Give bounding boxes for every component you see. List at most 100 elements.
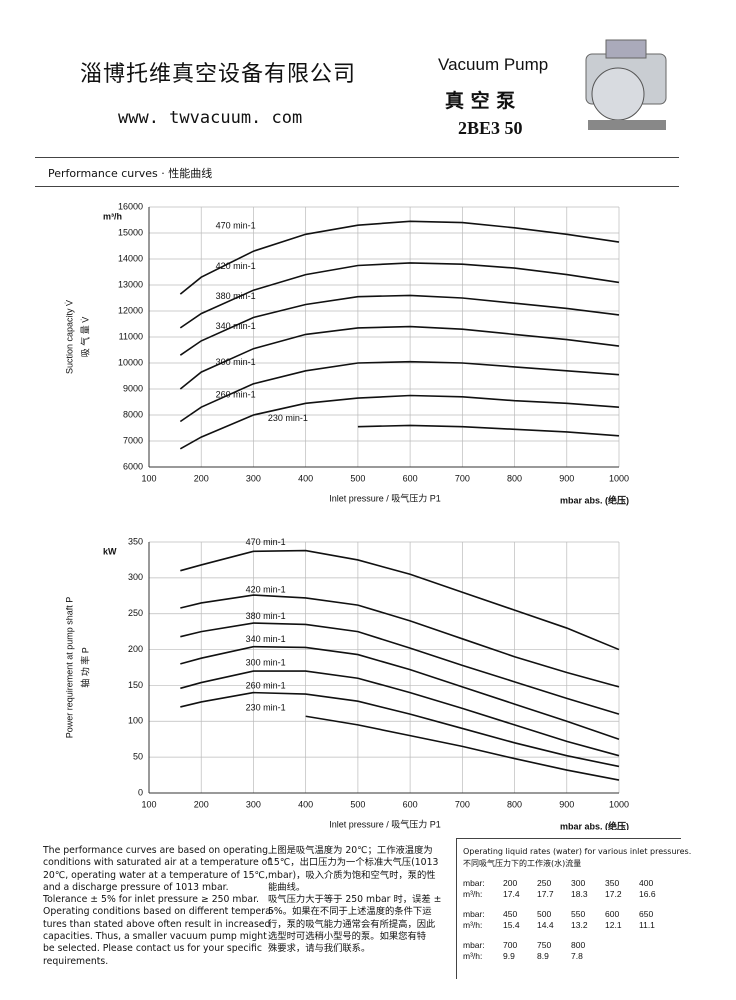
x-tick-label: 200 — [194, 799, 209, 809]
series-line — [180, 691, 620, 768]
line-label: 230 min-1 — [268, 413, 308, 423]
note-line: Tolerance ± 5% for inlet pressure ≥ 250 … — [43, 894, 259, 906]
line-label: 260 min-1 — [246, 680, 286, 690]
note-line: 选型时可选稍小型号的泵。如果您有特 — [268, 931, 427, 943]
website: www. twvacuum. com — [118, 108, 303, 128]
section-bar — [35, 157, 679, 187]
product-en: Vacuum Pump — [438, 55, 549, 74]
x-label: Inlet pressure / 吸气压力 P1 — [329, 818, 441, 829]
y-tick-label: 7000 — [123, 435, 143, 445]
table-cell: 500 — [537, 909, 552, 919]
y-label: Power requirement at pump shaft P — [64, 597, 74, 739]
x-tick-label: 100 — [141, 799, 156, 809]
y-tick-label: 12000 — [118, 305, 143, 315]
table-cell: m³/h: — [463, 889, 483, 899]
table-cell: 15.4 — [503, 920, 520, 930]
table-cell: mbar: — [463, 940, 485, 950]
x-tick-label: 800 — [507, 473, 522, 483]
y-tick-label: 0 — [138, 787, 143, 797]
y-tick-label: 350 — [128, 536, 143, 546]
x-tick-label: 200 — [194, 473, 209, 483]
x-tick-label: 1000 — [609, 799, 629, 809]
y-tick-label: 100 — [128, 716, 143, 726]
company: 淄博托维真空设备有限公司 — [80, 62, 357, 87]
series-line — [357, 424, 620, 437]
table-cell: 17.7 — [537, 889, 554, 899]
table-cell: 600 — [605, 909, 620, 919]
series-line — [305, 715, 620, 781]
notes-cn: 上图是吸气温度为 20℃；工作液温度为 15℃，出口压力为一个标准大气压(1013… — [268, 845, 441, 956]
table-cell: mbar: — [463, 909, 485, 919]
pump-image — [585, 39, 667, 130]
y-label: Suction capacity V̇ — [64, 300, 74, 374]
x-tick-label: 300 — [246, 473, 261, 483]
series-line — [179, 394, 620, 450]
table-cell: 450 — [503, 909, 518, 919]
note-line: be selected. Please contact us for your … — [43, 943, 263, 955]
y-tick-label: 14000 — [118, 253, 143, 263]
table-cell: 200 — [503, 878, 518, 888]
y-tick-label: 8000 — [123, 409, 143, 419]
line-label: 470 min-1 — [216, 221, 256, 231]
x-tick-label: 700 — [455, 799, 470, 809]
table-cell: 12.1 — [605, 920, 622, 930]
x-tick-label: 900 — [559, 799, 574, 809]
line-label: 420 min-1 — [216, 261, 256, 271]
table-cell: 17.4 — [503, 889, 520, 899]
y-tick-label: 6000 — [123, 461, 143, 471]
note-line: 殊要求，请与我们联系。 — [268, 943, 371, 955]
notes-en: The performance curves are based on oper… — [43, 845, 274, 968]
line-label: 470 min-1 — [246, 537, 286, 547]
note-line: 能曲线。 — [268, 881, 306, 893]
series-line — [179, 262, 620, 329]
y-label-cn: 轴 功 率 P — [79, 647, 90, 688]
x-tick-label: 600 — [403, 799, 418, 809]
note-line: 吸气压力大于等于 250 mbar 时，误差 ± — [268, 894, 442, 906]
y-tick-label: 16000 — [118, 201, 143, 211]
table-title: Operating liquid rates (water) for vario… — [463, 847, 692, 856]
x-tick-label: 900 — [559, 473, 574, 483]
series-line — [179, 294, 620, 356]
table-cell: 800 — [571, 940, 586, 950]
x-tick-label: 600 — [403, 473, 418, 483]
y-tick-label: 150 — [128, 680, 143, 690]
table-row: mbar: 450 500 550 600 650 — [463, 909, 673, 920]
table-cell: mbar: — [463, 878, 485, 888]
x-tick-label: 300 — [246, 799, 261, 809]
table-box — [456, 838, 681, 979]
line-label: 230 min-1 — [246, 703, 286, 713]
table-row: mbar: 200 250 300 350 400 — [463, 878, 673, 889]
y-tick-label: 15000 — [118, 227, 143, 237]
x-tick-label: 800 — [507, 799, 522, 809]
table-cell: 14.4 — [537, 920, 554, 930]
table-row: mbar: 700 750 800 — [463, 940, 673, 951]
table-cell: 7.8 — [571, 951, 583, 961]
line-label: 300 min-1 — [216, 357, 256, 367]
note-line: 20℃, operating water at a temperature of… — [43, 869, 268, 881]
x-tick-label: 400 — [298, 473, 313, 483]
y-label-cn: 吸 气 量 V̇ — [79, 317, 90, 358]
table-cell: 650 — [639, 909, 654, 919]
series-line — [179, 325, 620, 390]
table-cell: m³/h: — [463, 951, 483, 961]
table: mbar: 200 250 300 350 400 m³/h: 17.4 17.7 18.3 17.… — [463, 878, 673, 971]
table-cell: 700 — [503, 940, 518, 950]
line-label: 340 min-1 — [216, 321, 256, 331]
table-cell: 350 — [605, 878, 620, 888]
x-tick-label: 100 — [141, 473, 156, 483]
table-row: m³/h: 9.9 8.9 7.8 — [463, 951, 673, 962]
y-tick-label: 10000 — [118, 357, 143, 367]
table-cell: 16.6 — [639, 889, 656, 899]
table-group: mbar: 450 500 550 600 650 m³/h: 15.4 14.4 13.2 12.… — [463, 909, 673, 931]
note-line: mbar)，吸入介质为饱和空气时，泵的性 — [268, 869, 436, 881]
table-cell: 8.9 — [537, 951, 549, 961]
table-cell: m³/h: — [463, 920, 483, 930]
table-cell: 400 — [639, 878, 654, 888]
table-row: m³/h: 17.4 17.7 18.3 17.2 16.6 — [463, 889, 673, 900]
note-line: capacities. Thus, a smaller vacuum pump … — [43, 931, 267, 943]
series-line — [180, 549, 620, 651]
table-cell: 750 — [537, 940, 552, 950]
x-tick-label: 500 — [350, 799, 365, 809]
note-line: conditions with saturated air at a tempe… — [43, 857, 271, 869]
